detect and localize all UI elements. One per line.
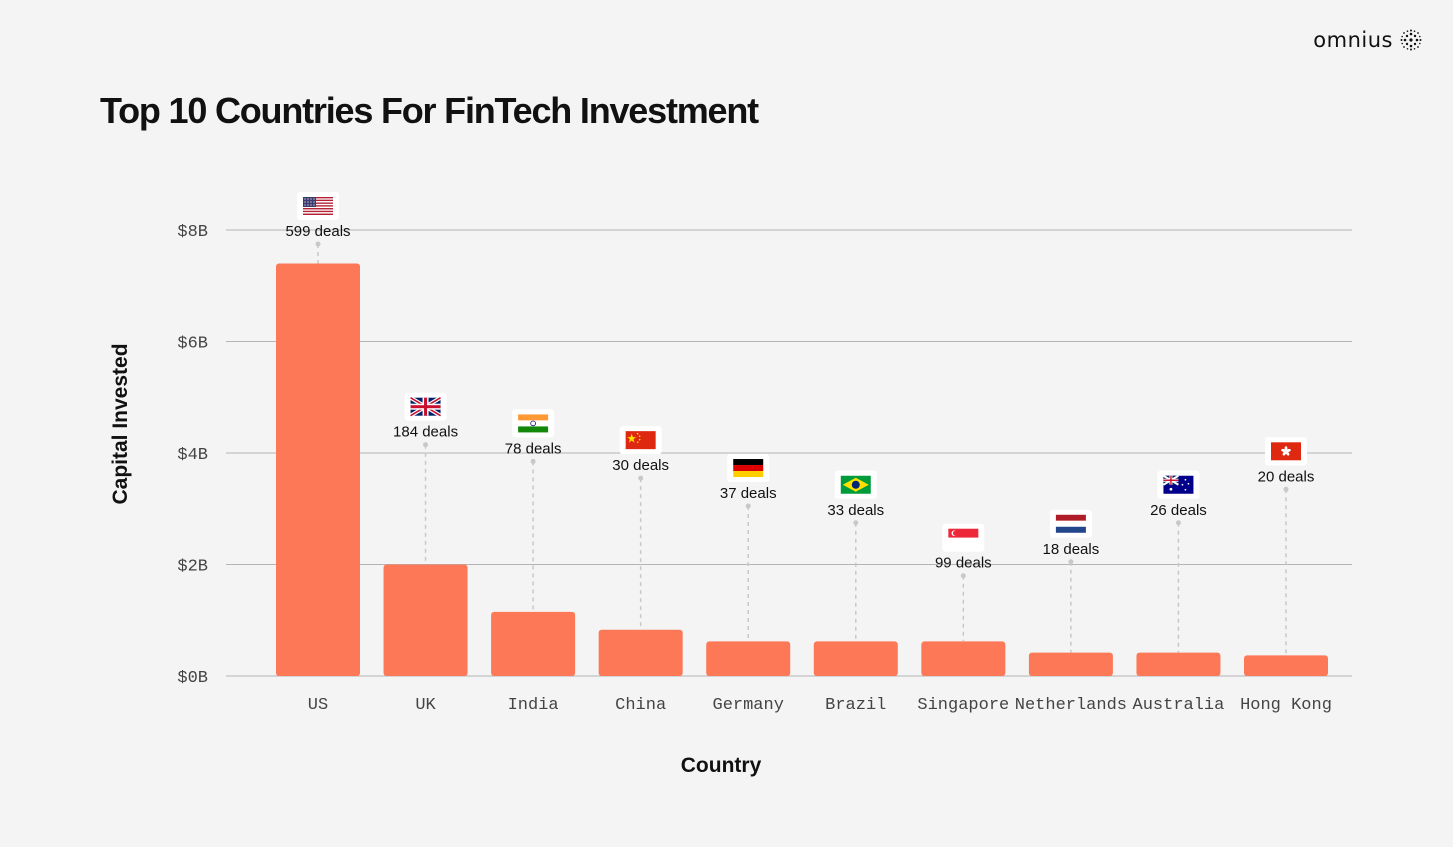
deal-count-label: 33 deals: [827, 502, 884, 519]
x-tick-label: India: [508, 696, 559, 715]
brand-name: omnius: [1313, 28, 1393, 52]
x-tick-label: Brazil: [825, 696, 886, 715]
bar: [706, 641, 791, 676]
x-tick-label: Netherlands: [1015, 696, 1127, 715]
x-tick-label: Germany: [713, 696, 784, 715]
bar: [383, 564, 468, 676]
netherlands-flag-icon: [1049, 509, 1092, 538]
germany-flag-icon: [727, 454, 770, 483]
hongkong-flag-icon: [1265, 437, 1307, 466]
deal-count-label: 30 deals: [612, 457, 669, 474]
bar: [921, 641, 1006, 676]
bar: [813, 641, 898, 676]
x-tick-label: Australia: [1133, 696, 1225, 715]
bar: [276, 263, 360, 676]
y-axis-title: Capital Invested: [109, 343, 132, 504]
bar: [598, 629, 683, 676]
us-flag-icon: [297, 192, 339, 220]
x-axis-title: Country: [681, 754, 762, 777]
y-tick-label: $6B: [177, 335, 208, 354]
x-tick-label: Singapore: [917, 696, 1009, 715]
deal-count-label: 18 deals: [1043, 541, 1100, 558]
india-flag-icon: [512, 409, 555, 438]
australia-flag-icon: [1157, 470, 1200, 499]
leader-dot: [1283, 486, 1289, 492]
y-tick-label: $8B: [177, 223, 208, 242]
dotted-sphere-icon: [1400, 29, 1422, 51]
leader-dot: [1175, 520, 1181, 526]
deal-count-label: 599 deals: [285, 223, 350, 240]
bar: [491, 611, 576, 676]
deal-count-label: 78 deals: [505, 440, 562, 457]
china-flag-icon: [619, 426, 662, 455]
brand-logo: omnius: [1313, 28, 1423, 52]
leader-dot: [530, 458, 536, 464]
x-tick-label: US: [308, 696, 328, 715]
leader-dot: [745, 503, 751, 509]
x-tick-label: Hong Kong: [1240, 696, 1332, 715]
leader-dot: [638, 475, 644, 481]
brazil-flag-icon: [834, 470, 877, 499]
x-tick-label: UK: [415, 696, 436, 715]
chart-title: Top 10 Countries For FinTech Investment: [100, 90, 759, 131]
bar: [1136, 652, 1221, 676]
x-tick-label: China: [615, 696, 666, 715]
singapore-flag-icon: [942, 523, 985, 552]
deal-count-label: 37 deals: [720, 485, 777, 502]
y-tick-label: $0B: [177, 669, 208, 688]
leader-dot: [315, 241, 321, 247]
bar: [1028, 652, 1113, 676]
deal-count-label: 99 deals: [935, 555, 992, 572]
uk-flag-icon: [404, 392, 447, 421]
leader-dot: [1068, 559, 1074, 565]
deal-count-label: 184 deals: [393, 424, 458, 441]
y-tick-label: $4B: [177, 446, 208, 465]
bar: [1244, 655, 1328, 676]
deal-count-label: 26 deals: [1150, 502, 1207, 519]
deal-count-label: 20 deals: [1258, 468, 1315, 485]
leader-dot: [960, 573, 966, 579]
y-tick-label: $2B: [177, 558, 208, 577]
leader-dot: [423, 442, 429, 448]
leader-dot: [853, 520, 859, 526]
